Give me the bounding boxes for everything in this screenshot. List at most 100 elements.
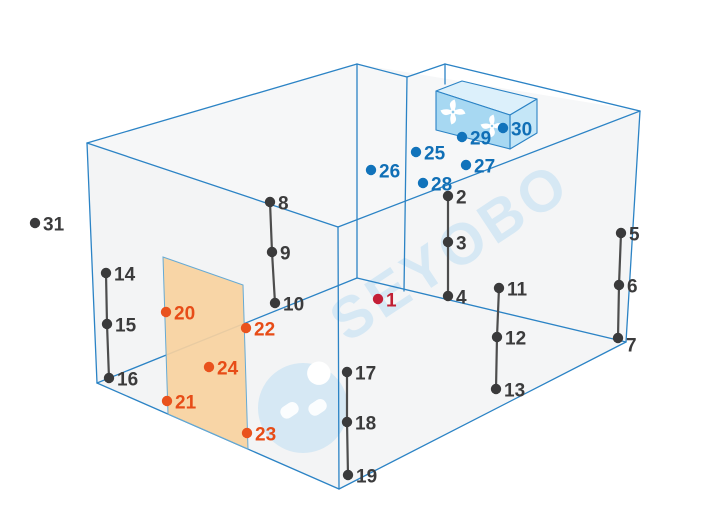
point-marker <box>612 332 624 344</box>
point-label: 15 <box>115 316 137 337</box>
point-marker <box>341 416 353 428</box>
point-label: 25 <box>424 144 446 165</box>
point-label: 30 <box>511 120 532 141</box>
point-label: 14 <box>114 265 136 286</box>
measurement-point-27: 27 <box>460 157 495 178</box>
point-marker <box>613 279 625 291</box>
measurement-point-18: 18 <box>341 414 376 435</box>
point-marker <box>266 246 278 258</box>
point-marker <box>497 122 509 134</box>
measurement-point-26: 26 <box>365 162 400 183</box>
point-label: 8 <box>278 194 289 215</box>
point-marker <box>203 361 215 373</box>
point-marker <box>456 131 468 143</box>
measurement-point-13: 13 <box>490 381 525 402</box>
measurement-point-17: 17 <box>341 364 376 385</box>
point-marker <box>160 306 172 318</box>
room-edge <box>338 341 627 490</box>
measurement-point-19: 19 <box>342 467 377 488</box>
room-edge <box>337 226 340 490</box>
point-label: 13 <box>504 381 525 402</box>
measurement-point-8: 8 <box>264 194 289 215</box>
point-marker <box>372 293 384 305</box>
point-marker <box>100 267 112 279</box>
point-marker <box>615 227 627 239</box>
point-label: 16 <box>117 370 138 391</box>
point-label: 3 <box>456 234 467 255</box>
point-label: 19 <box>356 467 377 488</box>
right-wall-face <box>338 111 640 489</box>
measurement-point-25: 25 <box>410 144 446 165</box>
measurement-point-14: 14 <box>100 265 136 286</box>
point-label: 28 <box>431 175 452 196</box>
measurement-point-9: 9 <box>266 244 291 265</box>
door-panel <box>162 256 249 450</box>
point-marker <box>103 372 115 384</box>
room-edge <box>356 277 627 343</box>
measurement-point-24: 24 <box>203 359 239 380</box>
measurement-point-4: 4 <box>442 288 467 309</box>
measurement-point-16: 16 <box>103 370 138 391</box>
point-label: 9 <box>280 244 291 265</box>
point-label: 7 <box>626 336 637 357</box>
point-label: 22 <box>254 320 275 341</box>
point-label: 4 <box>456 288 467 309</box>
point-label: 10 <box>283 295 304 316</box>
room-edge <box>625 110 641 343</box>
measurement-point-15: 15 <box>101 316 137 337</box>
point-label: 11 <box>507 280 528 301</box>
point-label: 26 <box>379 162 400 183</box>
point-label: 5 <box>629 225 640 246</box>
measurement-point-21: 21 <box>161 393 197 414</box>
point-marker <box>493 282 505 294</box>
point-label: 21 <box>175 393 197 414</box>
point-label: 27 <box>474 157 495 178</box>
point-marker <box>161 395 173 407</box>
point-label: 1 <box>386 291 397 312</box>
point-marker <box>442 290 454 302</box>
measurement-point-6: 6 <box>613 277 638 298</box>
point-marker <box>417 177 429 189</box>
point-marker <box>490 383 502 395</box>
measurement-point-12: 12 <box>491 329 526 350</box>
point-marker <box>240 322 252 334</box>
measurement-point-23: 23 <box>241 425 276 446</box>
point-label: 18 <box>355 414 376 435</box>
point-marker <box>460 159 472 171</box>
point-label: 17 <box>355 364 376 385</box>
point-label: 23 <box>255 425 276 446</box>
point-marker <box>442 236 454 248</box>
measurement-point-20: 20 <box>160 304 195 325</box>
watermark-logo-icon <box>258 361 348 453</box>
measurement-point-7: 7 <box>612 332 637 357</box>
point-marker <box>269 297 281 309</box>
measurement-point-1: 1 <box>372 291 397 312</box>
room-edge <box>337 110 641 228</box>
point-marker <box>365 164 377 176</box>
point-marker <box>342 469 354 481</box>
point-marker <box>491 331 503 343</box>
point-marker <box>410 146 422 158</box>
ac-unit <box>435 80 538 150</box>
measurement-point-30: 30 <box>497 120 532 141</box>
point-label: 20 <box>174 304 195 325</box>
room-edge <box>444 63 641 112</box>
point-label: 12 <box>505 329 526 350</box>
measurement-point-10: 10 <box>269 295 304 316</box>
point-marker <box>101 318 113 330</box>
point-marker <box>341 366 353 378</box>
point-marker <box>241 427 253 439</box>
point-label: 6 <box>627 277 638 298</box>
fan-icon <box>440 99 466 125</box>
point-label: 2 <box>456 188 467 209</box>
point-marker <box>442 190 454 202</box>
measurement-point-11: 11 <box>493 280 528 301</box>
measurement-point-22: 22 <box>240 320 275 341</box>
room-edge <box>403 76 408 292</box>
point-marker <box>29 217 41 229</box>
point-label: 31 <box>43 215 65 236</box>
measurement-point-2: 2 <box>442 188 467 209</box>
measurement-point-29: 29 <box>456 129 491 150</box>
